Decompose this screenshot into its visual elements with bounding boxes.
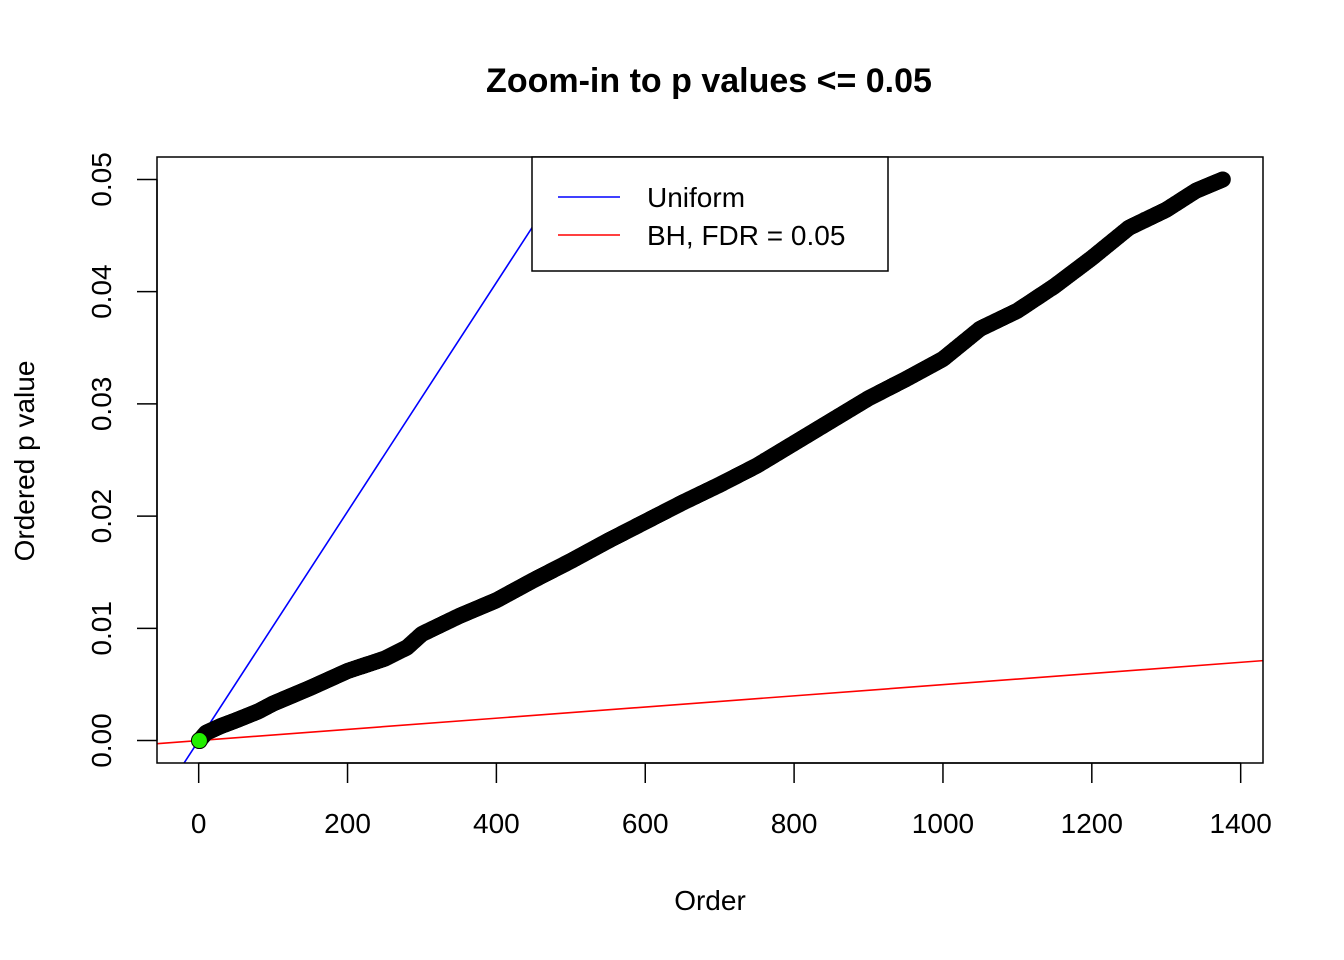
- y-tick-label: 0.00: [86, 713, 117, 768]
- x-tick-label: 200: [324, 808, 371, 839]
- x-tick-label: 1000: [912, 808, 974, 839]
- chart-title: Zoom-in to p values <= 0.05: [486, 62, 932, 100]
- x-axis: 0 200 400 600 800 1000 1200 1400: [191, 762, 1272, 839]
- y-axis-label: Ordered p value: [9, 361, 40, 562]
- x-tick-label: 0: [191, 808, 207, 839]
- y-tick-label: 0.02: [86, 489, 117, 544]
- x-tick-label: 800: [771, 808, 818, 839]
- legend: Uniform BH, FDR = 0.05: [531, 156, 889, 272]
- bh-fdr-line: [157, 659, 1263, 745]
- legend-box: [531, 156, 889, 272]
- x-tick-label: 1200: [1061, 808, 1123, 839]
- x-axis-label: Order: [674, 885, 746, 916]
- x-tick-label: 400: [473, 808, 520, 839]
- x-tick-label: 600: [622, 808, 669, 839]
- legend-label-uniform: Uniform: [647, 182, 745, 213]
- x-tick-label: 1400: [1210, 808, 1272, 839]
- data-points: [190, 171, 1231, 750]
- y-tick-label: 0.05: [86, 152, 117, 207]
- significant-point: [190, 732, 208, 750]
- y-tick-label: 0.01: [86, 601, 117, 656]
- reference-lines: [157, 157, 1263, 763]
- y-axis: 0.00 0.01 0.02 0.03 0.04 0.05: [86, 152, 158, 768]
- legend-label-bh: BH, FDR = 0.05: [647, 220, 845, 251]
- uniform-line: [183, 157, 579, 763]
- p-value-point: [1214, 171, 1231, 188]
- y-tick-label: 0.03: [86, 377, 117, 432]
- y-tick-label: 0.04: [86, 264, 117, 319]
